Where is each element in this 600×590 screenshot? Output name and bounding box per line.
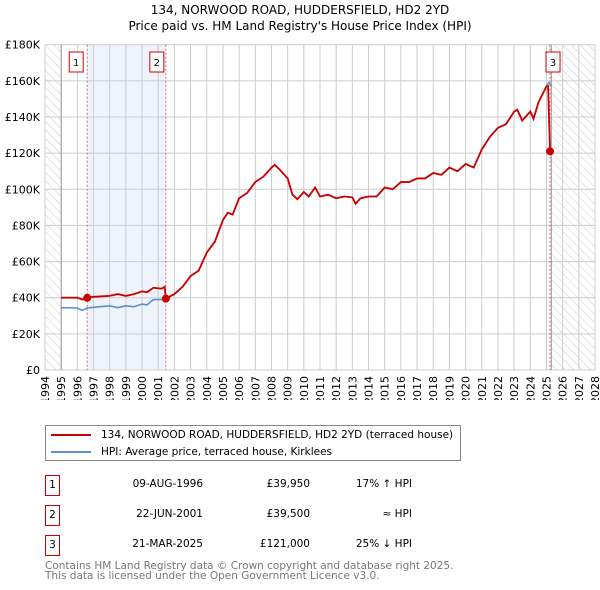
y-tick-label: £140K [5,111,41,124]
footer-copyright: Contains HM Land Registry data © Crown c… [45,560,454,572]
x-tick-label: 2007 [249,376,262,400]
sale-hpi-relation: 25% ↓ HPI [355,538,412,550]
y-tick-label: £100K [5,183,41,196]
x-tick-label: 1999 [120,376,133,400]
sale-date: 22-JUN-2001 [136,508,203,520]
x-tick-label: 2023 [508,376,521,400]
x-tick-label: 2019 [443,376,456,400]
price-chart: 1994 1995 1996 1997 1998 1999 2000 2001 2002 2003… [5,39,600,400]
x-tick-label: 2001 [152,376,165,400]
sale-label-box [149,51,165,73]
sale-date: 09-AUG-1996 [132,478,203,490]
sale-price: £39,950 [266,478,310,490]
sale-label-text: 2 [154,58,160,69]
x-tick-label: 2011 [314,376,327,400]
sale-row: 2 22-JUN-2001 £39,500 ≈ HPI [45,505,465,526]
sale-marker: 3 [45,535,60,556]
legend-swatch-blue [51,450,91,453]
x-tick-label: 1996 [71,376,84,400]
sale-row: 1 09-AUG-1996 £39,950 17% ↑ HPI [45,475,465,496]
legend-item-hpi: HPI: Average price, terraced house, Kirk… [51,443,332,460]
x-tick-label: 2025 [540,376,553,400]
y-tick-label: £20K [12,328,41,341]
chart-subtitle: Price paid vs. HM Land Registry's House … [128,19,472,33]
x-tick-label: 2015 [379,376,392,400]
sale-period-band [87,44,166,370]
legend-item-property: 134, NORWOOD ROAD, HUDDERSFIELD, HD2 2YD… [51,426,453,443]
legend-swatch-red [51,433,91,436]
no-data-hatch-left [45,44,62,370]
sale-point [83,293,92,302]
x-tick-label: 2012 [330,376,343,400]
x-tick-label: 1995 [55,376,68,400]
y-tick-label: £180K [5,39,41,52]
legend-label: HPI: Average price, terraced house, Kirk… [101,445,333,458]
y-tick-label: £120K [5,147,41,160]
x-tick-label: 2014 [363,376,376,400]
sale-label-text: 3 [550,58,556,69]
x-tick-label: 2024 [524,376,537,400]
sale-label-box [545,51,561,73]
sale-price: £121,000 [259,538,310,550]
x-tick-label: 2002 [168,376,181,400]
x-tick-label: 2005 [217,376,230,400]
x-tick-label: 2000 [136,376,149,400]
x-tick-label: 2026 [557,376,570,400]
y-tick-label: £60K [12,256,41,269]
sale-row: 3 21-MAR-2025 £121,000 25% ↓ HPI [45,535,465,556]
x-tick-label: 2020 [460,376,473,400]
y-tick-label: £160K [5,75,41,88]
x-tick-label: 2003 [185,376,198,400]
sale-label-box [68,51,84,73]
sale-date: 21-MAR-2025 [132,538,203,550]
x-tick-label: 2027 [573,376,586,400]
x-tick-label: 2010 [298,376,311,400]
y-tick-label: £0 [26,364,40,377]
x-tick-label: 2016 [395,376,408,400]
sale-marker: 2 [45,505,60,526]
x-tick-label: 2017 [411,376,424,400]
sale-hpi-relation: 17% ↑ HPI [355,478,412,490]
x-tick-label: 1997 [88,376,101,400]
x-tick-label: 2018 [427,376,440,400]
legend: 134, NORWOOD ROAD, HUDDERSFIELD, HD2 2YD… [45,425,461,461]
x-tick-label: 2004 [201,376,214,400]
price-paid-line [61,85,551,301]
sale-label-text: 1 [73,58,79,69]
x-tick-label: 2022 [492,376,505,400]
footer-licence: This data is licensed under the Open Gov… [45,570,380,582]
x-tick-label: 2021 [476,376,489,400]
sale-point [161,294,170,303]
x-tick-label: 2013 [346,376,359,400]
x-tick-label: 2009 [282,376,295,400]
x-tick-label: 1998 [104,376,117,400]
sale-price: £39,500 [266,508,310,520]
y-tick-label: £80K [12,219,41,232]
sale-hpi-relation: ≈ HPI [382,508,412,520]
sale-point [546,147,555,156]
legend-label: 134, NORWOOD ROAD, HUDDERSFIELD, HD2 2YD… [101,428,454,441]
x-tick-label: 2028 [589,376,600,400]
x-tick-label: 2008 [265,376,278,400]
x-tick-label: 1994 [39,376,52,400]
no-data-hatch-right [551,44,595,370]
sale-marker: 1 [45,475,60,496]
sale-period-band [550,44,552,370]
y-tick-label: £40K [12,292,41,305]
x-tick-label: 2006 [233,376,246,400]
chart-title: 134, NORWOOD ROAD, HUDDERSFIELD, HD2 2YD [150,3,450,17]
